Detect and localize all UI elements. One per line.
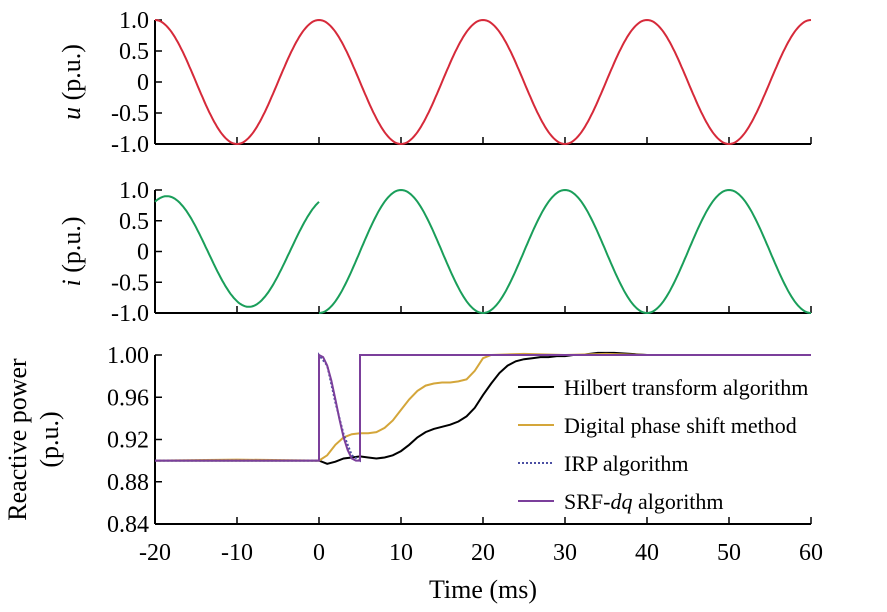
reactive-power-panel: 1.00 0.96 0.92 0.88 0.84 Reactive power (p.u.)… [3,343,823,566]
x-tick-label: 40 [635,540,659,566]
y-axis-title: u (p.u.) [57,44,86,120]
x-tick-label: -20 [139,540,171,566]
y-axis-title: Reactive power (p.u.) [3,358,64,521]
series-srf-dq-algorithm [155,353,811,462]
y-tick-label: 0.5 [119,39,149,65]
y-tick-label: -1.0 [111,132,149,158]
legend-label: IRP algorithm [564,451,688,476]
y-tick-label: -1.0 [111,301,149,327]
series-digital-phase-shift-method [154,352,811,462]
x-tick-label: 30 [553,540,577,566]
y-tick-label: -0.5 [111,270,149,296]
y-tick-label: 0 [137,240,149,266]
x-tick-label: 10 [389,540,413,566]
y-tick-label: 0 [137,70,149,96]
legend-label: Digital phase shift method [564,413,797,438]
series-irp-algorithm [155,352,811,463]
legend-label: Hilbert transform algorithm [564,375,808,400]
current-panel: 1.0 0.5 0 -0.5 -1.0 i (p.u.) [57,178,812,327]
legend-label: SRF-dq algorithm [564,489,724,514]
y-tick-label: -0.5 [111,101,149,127]
y-tick-label: 0.5 [119,209,149,235]
x-tick-label: 60 [799,540,823,566]
x-axis-title: Time (ms) [429,575,537,604]
y-tick-label: 0.96 [107,385,149,411]
y-tick-label: 1.0 [119,8,149,34]
voltage-panel: 1.0 0.5 0 -0.5 -1.0 u (p.u.) [57,8,812,158]
series-line-0-0 [154,18,812,146]
x-tick-label: 50 [717,540,741,566]
y-tick-label: 0.92 [107,428,149,454]
x-tick-label: 0 [313,540,325,566]
y-axis-title: i (p.u.) [57,216,86,286]
x-tick-label: -10 [221,540,253,566]
y-tick-label: 0.84 [107,512,149,538]
y-tick-label: 1.0 [119,178,149,204]
series-line-1-0 [154,195,320,308]
y-tick-label: 1.00 [107,343,149,369]
series-hilbert-transform-algorithm [155,351,811,465]
y-tick-label: 0.88 [107,470,149,496]
series-line-1-1 [318,188,812,315]
x-tick-label: 20 [471,540,495,566]
